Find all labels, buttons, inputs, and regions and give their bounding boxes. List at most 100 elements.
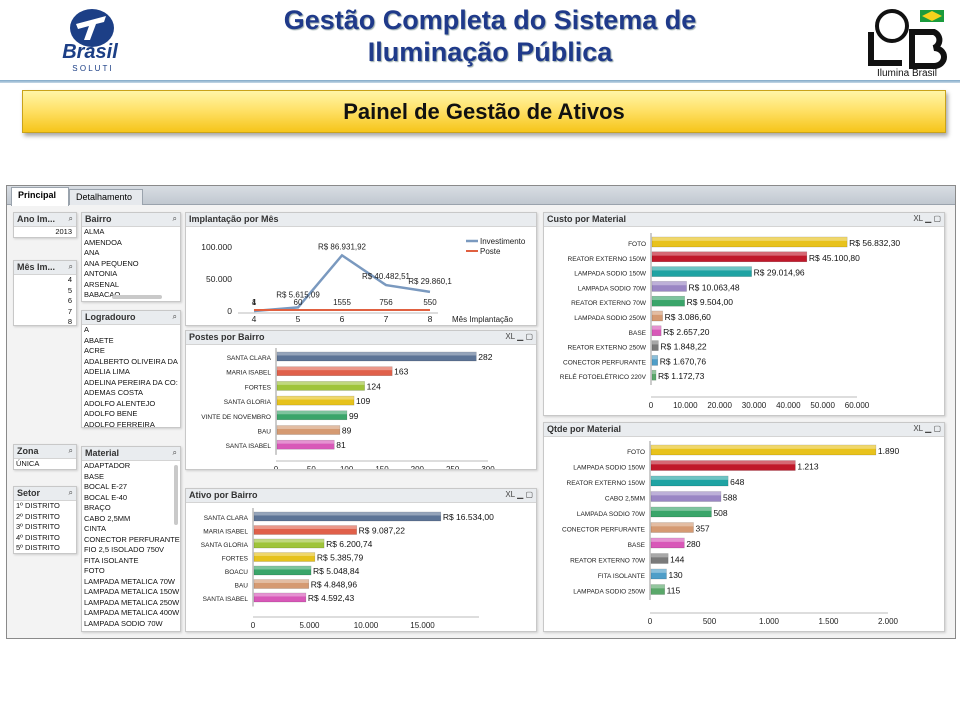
vertical-scrollbar[interactable] (174, 465, 178, 525)
filter-bairro[interactable]: Bairro ⌕ ALMA AMENDOA ANA ANA PEQUENO ANTONIA… (81, 212, 181, 302)
bar (651, 369, 657, 381)
list-item[interactable]: LAMPADA METALICA 150W (84, 587, 180, 596)
search-icon[interactable]: ⌕ (172, 312, 177, 321)
list-item[interactable]: A (84, 325, 90, 334)
list-item[interactable]: ALMA (84, 227, 105, 236)
list-item[interactable]: BASE (84, 471, 105, 481)
category-label: SANTA ISABEL (226, 443, 272, 450)
data-label: 550 (423, 298, 437, 307)
list-item[interactable]: FOTO (84, 566, 105, 575)
list-item[interactable]: LAMPADA SODIO 70W (84, 618, 163, 628)
bar-highlight (652, 370, 657, 375)
list-item[interactable]: BOCAL E-27 (84, 482, 128, 491)
list-item[interactable]: 4 (67, 275, 72, 284)
search-icon[interactable]: ⌕ (68, 214, 73, 223)
bar-highlight (277, 352, 477, 356)
list-item[interactable]: ANA PEQUENO (84, 258, 139, 268)
bar-highlight (652, 281, 687, 286)
horizontal-scrollbar[interactable] (112, 295, 162, 299)
panel-controls[interactable]: XL ▁ ▢ (505, 490, 533, 499)
bar (253, 592, 307, 603)
list-item[interactable]: ADELINA PEREIRA DA CO: (84, 377, 178, 387)
xl-icon: XL (505, 490, 515, 499)
bar (253, 525, 357, 535)
bar-highlight (651, 584, 665, 589)
filter-material[interactable]: Material ⌕ ADAPTADOR BASE BOCAL E-27 BOCAL E… (81, 446, 181, 632)
list-item[interactable]: ADOLFO FERREIRA (84, 419, 155, 428)
list-item[interactable]: ARSENAL (84, 279, 120, 289)
list-item[interactable]: ADOLFO ALENTEJO (84, 398, 156, 408)
tab-principal[interactable]: Principal (11, 187, 69, 206)
panel-ativo: Ativo por Bairro XL ▁ ▢ 0 5.000 10.000 15.00… (185, 488, 537, 632)
list-item[interactable]: CABO 2,5MM (84, 513, 131, 523)
tab-detalhamento[interactable]: Detalhamento (69, 189, 143, 205)
list-item[interactable]: FITA ISOLANTE (84, 555, 139, 565)
panel-controls[interactable]: XL ▁ ▢ (913, 214, 941, 223)
category-label: LAMPADA SODIO 70W (578, 285, 647, 292)
list-item[interactable]: ANA (84, 248, 100, 257)
search-icon[interactable]: ⌕ (172, 214, 177, 223)
list-item[interactable]: ADOLFO BENE (84, 409, 138, 418)
list-item[interactable]: 7 (67, 306, 72, 316)
search-icon[interactable]: ⌕ (68, 488, 73, 497)
category-label: BOACU (225, 569, 248, 576)
data-label: R$ 1.172,73 (658, 371, 705, 381)
list-item[interactable]: ANTONIA (84, 269, 118, 278)
x-tick-label: 100 (340, 465, 354, 470)
bar-highlight (651, 445, 876, 449)
list-item[interactable]: 6 (67, 296, 72, 305)
search-icon[interactable]: ⌕ (68, 446, 73, 455)
bar-highlight (651, 476, 729, 480)
bar (253, 538, 325, 549)
list-item[interactable]: 2º DISTRITO (16, 511, 60, 521)
list-item[interactable]: BOCAL E-40 (84, 492, 128, 502)
category-label: FOTO (628, 241, 646, 248)
list-item[interactable]: ABAETE (84, 335, 114, 345)
filter-zona[interactable]: Zona ⌕ ÚNICA (13, 444, 77, 470)
bar (650, 584, 665, 595)
x-tick-label: 5 (296, 314, 301, 324)
filter-mes[interactable]: Mês Im... ⌕ 4 5 6 7 8 (13, 260, 77, 326)
list-item[interactable]: ADEMAS COSTA (84, 388, 144, 397)
bar (651, 236, 848, 248)
bar-highlight (277, 366, 393, 371)
list-item[interactable]: BRAÇO (84, 503, 111, 512)
search-icon[interactable]: ⌕ (68, 262, 73, 271)
list-item[interactable]: CINTA (84, 524, 106, 533)
ilumina-brasil-logo: Ilumina Brasil (862, 4, 952, 79)
list-item[interactable]: ADAPTADOR (84, 461, 131, 470)
category-label: VINTE DE NOVEMBRO (201, 414, 271, 421)
title-line-1: Gestão Completa do Sistema de (283, 5, 697, 35)
list-item[interactable]: 4º DISTRITO (16, 532, 60, 542)
list-item[interactable]: 8 (67, 317, 72, 326)
filter-setor[interactable]: Setor ⌕ 1º DISTRITO 2º DISTRITO 3º DISTRITO… (13, 486, 77, 554)
list-item[interactable]: BABACAO (84, 290, 121, 299)
series-investimento-line (253, 253, 431, 313)
list-item[interactable]: 1º DISTRITO (16, 501, 60, 510)
list-item[interactable]: LAMPADA METALICA 70W (84, 576, 175, 586)
data-label: R$ 2.657,20 (663, 327, 710, 337)
list-item[interactable]: ACRE (84, 346, 105, 355)
data-label: 280 (686, 539, 700, 549)
list-item[interactable]: 2013 (14, 227, 76, 237)
filter-logradouro[interactable]: Logradouro ⌕ A ABAETE ACRE ADALBERTO OLIVEIR… (81, 310, 181, 428)
list-item[interactable]: LAMPADA METALICA 400W (84, 608, 180, 617)
bar (276, 439, 335, 450)
list-item[interactable]: AMENDOA (84, 237, 122, 247)
list-item[interactable]: ADELIA LIMA (84, 367, 130, 376)
category-label: CONECTOR PERFURANTE (563, 359, 647, 366)
list-item[interactable]: 5 (67, 285, 72, 295)
list-item[interactable]: CONECTOR PERFURANTE (84, 534, 180, 544)
panel-controls[interactable]: XL ▁ ▢ (505, 332, 533, 341)
list-item[interactable]: FIO 2,5 ISOLADO 750V (84, 545, 165, 554)
category-label: SANTA CLARA (204, 515, 249, 522)
list-item[interactable]: 5º DISTRITO (16, 543, 60, 552)
list-item[interactable]: ÚNICA (16, 459, 40, 468)
filter-ano[interactable]: Ano Im... ⌕ 2013 (13, 212, 77, 238)
list-item[interactable]: 3º DISTRITO (16, 522, 60, 531)
search-icon[interactable]: ⌕ (172, 448, 177, 457)
list-item[interactable]: ADALBERTO OLIVEIRA DA (84, 356, 178, 366)
list-item[interactable]: LAMPADA METALICA 250W (84, 597, 180, 607)
bar-highlight (652, 266, 752, 271)
panel-controls[interactable]: XL ▁ ▢ (913, 424, 941, 433)
